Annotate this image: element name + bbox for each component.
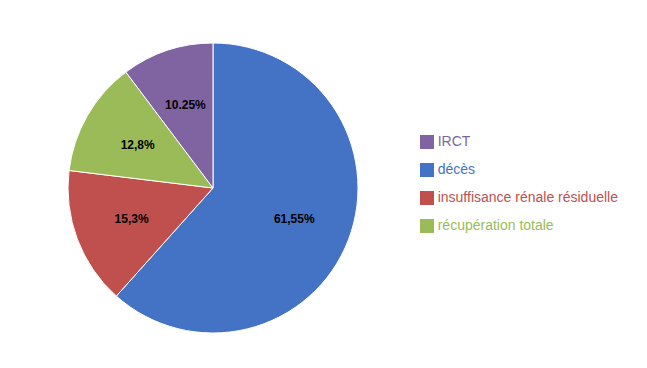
html-text:décès: décès: [437, 161, 475, 177]
svg-text:12,8%: 12,8%: [121, 138, 155, 152]
svg-text:61,55%: 61,55%: [274, 212, 315, 226]
html-text:récupération totale: récupération totale: [437, 217, 554, 233]
html-text:IRCT: IRCT: [437, 133, 471, 149]
html-text:insuffisance rénale résiduelle: insuffisance rénale résiduelle: [437, 189, 618, 205]
svg-text:10.25%: 10.25%: [165, 98, 206, 112]
svg-text:15,3%: 15,3%: [115, 212, 149, 226]
